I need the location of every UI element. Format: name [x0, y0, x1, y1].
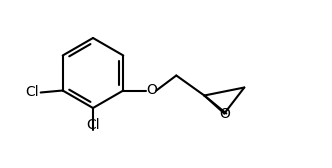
Text: O: O	[219, 107, 230, 120]
Text: Cl: Cl	[86, 118, 100, 132]
Text: O: O	[146, 83, 157, 97]
Text: Cl: Cl	[25, 86, 39, 99]
